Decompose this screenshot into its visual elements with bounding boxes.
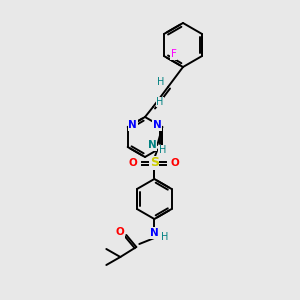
Text: N: N [150,228,159,238]
Text: H: H [157,77,165,87]
Text: H: H [156,97,164,107]
Text: H: H [160,232,168,242]
Text: N: N [148,140,157,150]
Text: S: S [150,157,159,169]
Text: H: H [159,145,166,155]
Text: F: F [171,49,177,59]
Text: O: O [171,158,180,168]
Text: O: O [129,158,138,168]
Text: O: O [116,227,125,237]
Text: N: N [153,120,162,130]
Text: N: N [128,120,137,130]
